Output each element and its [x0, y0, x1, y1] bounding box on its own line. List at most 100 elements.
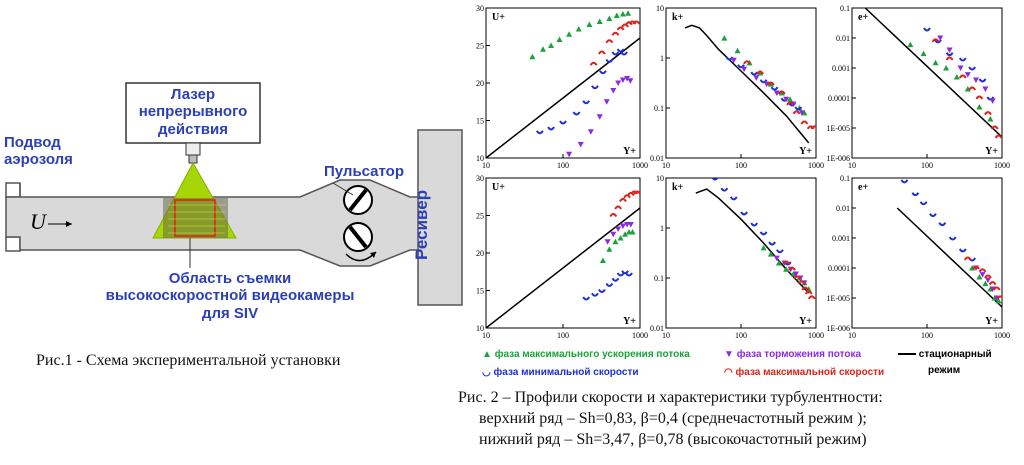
chart-frame	[665, 177, 817, 329]
laser-box	[125, 82, 261, 144]
data-point-min_speed	[938, 222, 947, 227]
data-point-min_speed	[759, 79, 768, 84]
data-point-max_speed	[810, 125, 816, 130]
x-tick-label: 10	[848, 331, 856, 340]
data-point-max_accel	[606, 15, 613, 21]
chart-k-top: 10 100 1000 0.01 0.1 1 10 k+ Y+	[650, 4, 824, 170]
chart-e-bottom: 10 100 1000 1E-006 1E-005 0.0001 0.001 0.01 0.1 e…	[826, 174, 1010, 340]
x-tick-label: 100	[557, 331, 569, 340]
data-point-decel	[957, 65, 964, 71]
data-point-decel	[979, 272, 986, 278]
data-point-max_accel	[606, 246, 613, 252]
data-point-max_speed	[797, 280, 806, 285]
y-tick-label: 10	[656, 174, 664, 183]
data-point-max_speed	[633, 190, 640, 195]
data-point-min_speed	[968, 66, 977, 71]
x-tick-label: 1000	[808, 331, 824, 340]
data-point-max_accel	[757, 70, 764, 76]
data-point-max_speed	[990, 125, 999, 130]
data-point-max_accel	[783, 266, 790, 272]
data-point-max_speed	[806, 125, 815, 130]
chart-frame	[665, 7, 817, 159]
figure1-caption: Рис.1 - Схема экспериментальной установк…	[36, 352, 341, 369]
data-point-max_speed	[777, 90, 786, 95]
data-point-max_speed	[801, 286, 810, 291]
y-tick-label: 0.0001	[828, 94, 850, 103]
data-point-decel	[627, 222, 634, 228]
data-point-decel	[615, 80, 622, 86]
y-tick-label: 0.1	[654, 104, 664, 113]
stationary-line	[684, 24, 810, 144]
figure2-caption: Рис. 2 – Профили скорости и характеристи…	[458, 388, 1024, 450]
data-point-min_speed	[572, 111, 581, 116]
setup-diagram	[5, 82, 463, 306]
data-point-max_accel	[548, 42, 555, 48]
x-axis-label: Y+	[799, 146, 812, 157]
data-point-min_speed	[750, 222, 759, 227]
data-point-min_speed	[605, 58, 614, 63]
x-tick-label: 100	[557, 161, 569, 170]
figure2-caption-line3: нижний ряд – Sh=3,47, β=0,78 (высокочаст…	[479, 430, 867, 448]
data-point-max_accel	[734, 47, 741, 54]
data-point-max_accel	[778, 89, 785, 96]
y-tick-label: 10	[476, 154, 484, 163]
data-point-max_speed	[623, 194, 631, 199]
x-tick-label: 1000	[994, 331, 1010, 340]
data-point-min_speed	[720, 187, 729, 192]
data-point-max_accel	[953, 74, 960, 80]
data-point-max_speed	[616, 26, 625, 31]
data-point-min_speed	[929, 213, 937, 218]
data-point-decel	[798, 110, 805, 116]
legend-stationary: стационарный	[898, 349, 992, 360]
data-point-max_speed	[743, 60, 751, 65]
y-tick-label: 20	[476, 79, 484, 88]
data-point-max_speed	[800, 120, 809, 125]
data-point-min_speed	[958, 57, 967, 62]
data-point-max_accel	[775, 259, 782, 266]
data-point-min_speed	[621, 270, 629, 275]
legend-max-accel: ▲ фаза максимального ускорения потока	[482, 349, 690, 360]
data-point-decel	[619, 223, 626, 229]
data-point-max_speed	[630, 190, 639, 195]
data-point-decel	[741, 66, 748, 73]
data-point-max_speed	[793, 275, 801, 280]
plot-area	[695, 178, 816, 300]
data-point-min_speed	[737, 64, 745, 69]
x-tick-label: 100	[921, 331, 933, 340]
data-point-min_speed	[978, 78, 987, 83]
pulsator-vane-bottom	[348, 225, 368, 249]
data-point-decel	[610, 231, 617, 238]
legend-decel: ▼ фаза торможения потока	[724, 349, 862, 360]
chart-title: U+	[492, 182, 505, 193]
data-point-min_speed	[729, 196, 738, 201]
data-point-min_speed	[605, 282, 614, 287]
data-point-decel	[603, 99, 610, 105]
data-point-min_speed	[599, 70, 607, 75]
chart-frame	[851, 7, 1003, 159]
data-point-max_speed	[804, 290, 813, 295]
data-point-decel	[730, 57, 737, 64]
y-tick-label: 1	[660, 224, 664, 233]
data-point-max_accel	[629, 229, 636, 235]
data-point-min_speed	[616, 272, 625, 277]
x-axis-label: Y+	[623, 316, 636, 327]
data-point-decel	[773, 255, 780, 262]
data-point-max_speed	[605, 39, 614, 44]
data-point-min_speed	[948, 236, 957, 241]
data-point-min_speed	[770, 86, 779, 91]
data-point-max_speed	[609, 213, 618, 218]
data-point-min_speed	[547, 126, 555, 131]
data-point-max_accel	[617, 235, 624, 241]
data-point-max_accel	[599, 257, 606, 263]
data-point-max_accel	[932, 59, 939, 66]
data-point-max_accel	[907, 41, 914, 48]
rotation-arrowhead	[370, 252, 376, 258]
x-tick-label: 1000	[632, 161, 648, 170]
y-tick-label: 0.1	[840, 4, 850, 13]
x-tick-label: 1000	[632, 331, 648, 340]
data-point-decel	[753, 75, 760, 81]
y-tick-label: 1E-005	[826, 124, 850, 133]
data-point-max_accel	[586, 21, 593, 27]
data-point-max_speed	[972, 265, 980, 270]
